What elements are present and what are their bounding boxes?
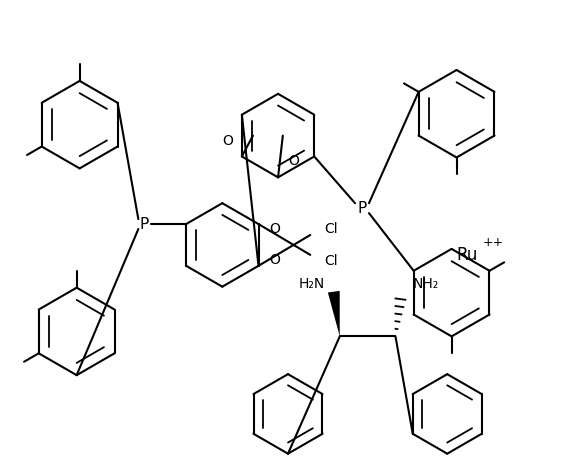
Text: ++: ++ xyxy=(483,236,504,249)
Text: Ru: Ru xyxy=(457,246,478,264)
Text: Cl: Cl xyxy=(324,222,338,236)
Text: O: O xyxy=(269,222,280,236)
Text: P: P xyxy=(358,201,367,216)
Text: Cl: Cl xyxy=(324,254,338,268)
Text: O: O xyxy=(289,154,300,168)
Text: NH₂: NH₂ xyxy=(412,277,439,291)
Text: O: O xyxy=(269,253,280,267)
Text: H₂N: H₂N xyxy=(299,277,325,291)
Text: O: O xyxy=(223,133,233,147)
Text: P: P xyxy=(140,217,149,232)
Polygon shape xyxy=(328,291,340,336)
